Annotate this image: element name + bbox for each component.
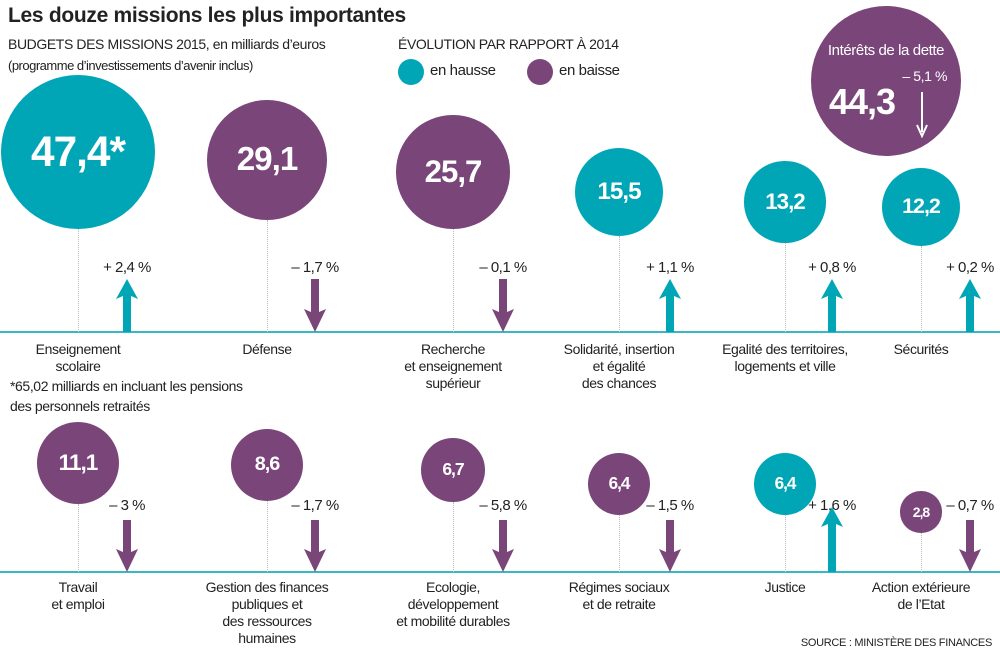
debt-arrow-down-icon: [916, 92, 928, 138]
arrow-up-icon: [821, 507, 843, 572]
bubble-value: 6,4: [774, 473, 797, 493]
bubble-stem: [921, 532, 922, 572]
change-label: – 1,7 %: [291, 259, 339, 276]
arrow-down-icon: [304, 520, 326, 572]
footnote: *65,02 milliards en incluant les pension…: [10, 378, 243, 414]
bubble-value: 6,4: [608, 473, 631, 493]
bubble-value: 8,6: [254, 453, 281, 476]
bubble-value: 47,4*: [31, 128, 126, 175]
change-label: – 5,8 %: [479, 497, 527, 514]
legend-title: ÉVOLUTION PAR RAPPORT À 2014: [398, 36, 619, 52]
legend-swatch-up: [398, 59, 424, 85]
bubble-stem: [785, 242, 786, 332]
mission-label: Travail et emploi: [51, 579, 105, 612]
legend-swatch-down: [527, 59, 553, 85]
mission-bubble: 8,6: [230, 428, 304, 502]
arrow-down-icon: [492, 279, 514, 332]
change-label: + 1,6 %: [808, 497, 856, 514]
mission-bubble: 12,2: [881, 167, 961, 247]
bubble-stem: [619, 236, 620, 332]
arrow-up-icon: [659, 279, 681, 332]
baseline-row-2: [0, 571, 1000, 573]
change-label: – 0,1 %: [479, 259, 527, 276]
mission-bubble: 15,5: [574, 147, 664, 237]
bubble-value: 25,7: [424, 153, 483, 189]
mission-label: Recherche et enseignement supérieur: [404, 341, 502, 391]
mission-label: Egalité des territoires, logements et vi…: [722, 341, 848, 374]
arrow-up-icon: [959, 279, 981, 332]
change-label: + 1,1 %: [646, 259, 694, 276]
bubble-value: 15,5: [597, 177, 641, 205]
bubble-stem: [453, 228, 454, 332]
source-note: SOURCE : MINISTÈRE DES FINANCES: [800, 637, 992, 649]
change-label: + 2,4 %: [103, 259, 151, 276]
mission-label: Solidarité, insertion et égalité des cha…: [563, 341, 675, 391]
mission-label: Sécurités: [893, 341, 949, 357]
change-label: – 1,5 %: [646, 497, 694, 514]
chart-subtitle: BUDGETS DES MISSIONS 2015, en milliards …: [8, 36, 326, 52]
mission-label: Enseignement scolaire: [35, 341, 121, 374]
bubble-value: 29,1: [236, 140, 299, 178]
baseline-row-1: [0, 331, 1000, 333]
change-label: – 1,7 %: [291, 497, 339, 514]
bubble-stem: [453, 501, 454, 572]
bubble-value: 6,7: [442, 459, 464, 480]
bubble-stem: [78, 503, 79, 572]
legend-label-down: en baisse: [559, 62, 620, 79]
change-label: + 0,8 %: [808, 259, 856, 276]
mission-label: Gestion des finances publiques et des re…: [205, 579, 329, 646]
debt-change: – 5,1 %: [902, 68, 947, 84]
debt-label: Intérêts de la dette: [827, 42, 945, 59]
mission-bubble: 6,4: [753, 452, 817, 516]
arrow-down-icon: [959, 520, 981, 572]
mission-bubble: 47,4*: [1, 75, 155, 229]
arrow-down-icon: [304, 279, 326, 332]
arrow-down-icon: [116, 520, 138, 572]
mission-label: Ecologie, développement et mobilité dura…: [396, 579, 510, 629]
mission-label: Justice: [764, 579, 806, 595]
arrow-up-icon: [821, 279, 843, 332]
change-label: + 0,2 %: [946, 259, 994, 276]
mission-bubble: 6,4: [587, 452, 651, 516]
legend-label-up: en hausse: [430, 62, 496, 79]
mission-bubble: 25,7: [396, 115, 510, 229]
bubble-stem: [267, 501, 268, 572]
debt-value: 44,3: [829, 81, 896, 122]
arrow-down-icon: [659, 520, 681, 572]
bubble-value: 13,2: [765, 188, 805, 214]
bubble-value: 11,1: [58, 449, 99, 475]
mission-bubble: 13,2: [744, 161, 826, 243]
mission-label: Action extérieure de l’Etat: [871, 579, 971, 612]
arrow-up-icon: [116, 279, 138, 332]
bubble-stem: [619, 515, 620, 572]
change-label: – 3 %: [109, 497, 145, 514]
mission-bubble: 6,7: [421, 438, 485, 502]
mission-bubble: 11,1: [37, 422, 119, 504]
bubble-value: 2,8: [912, 503, 930, 520]
chart-subtitle-note: (programme d’investissements d’avenir in…: [8, 58, 253, 73]
bubble-stem: [785, 515, 786, 572]
mission-label: Défense: [242, 341, 292, 357]
debt-bubble: Intérêts de la dette – 5,1 % 44,3: [811, 6, 961, 156]
chart-title: Les douze missions les plus importantes: [8, 4, 406, 27]
bubble-value: 12,2: [902, 194, 941, 219]
bubble-stem: [78, 229, 79, 332]
change-label: – 0,7 %: [946, 497, 994, 514]
bubble-stem: [921, 246, 922, 332]
bubble-stem: [267, 220, 268, 332]
mission-bubble: 2,8: [900, 491, 942, 533]
arrow-down-icon: [492, 520, 514, 572]
mission-bubble: 29,1: [206, 99, 328, 221]
mission-label: Régimes sociaux et de retraite: [568, 579, 670, 612]
